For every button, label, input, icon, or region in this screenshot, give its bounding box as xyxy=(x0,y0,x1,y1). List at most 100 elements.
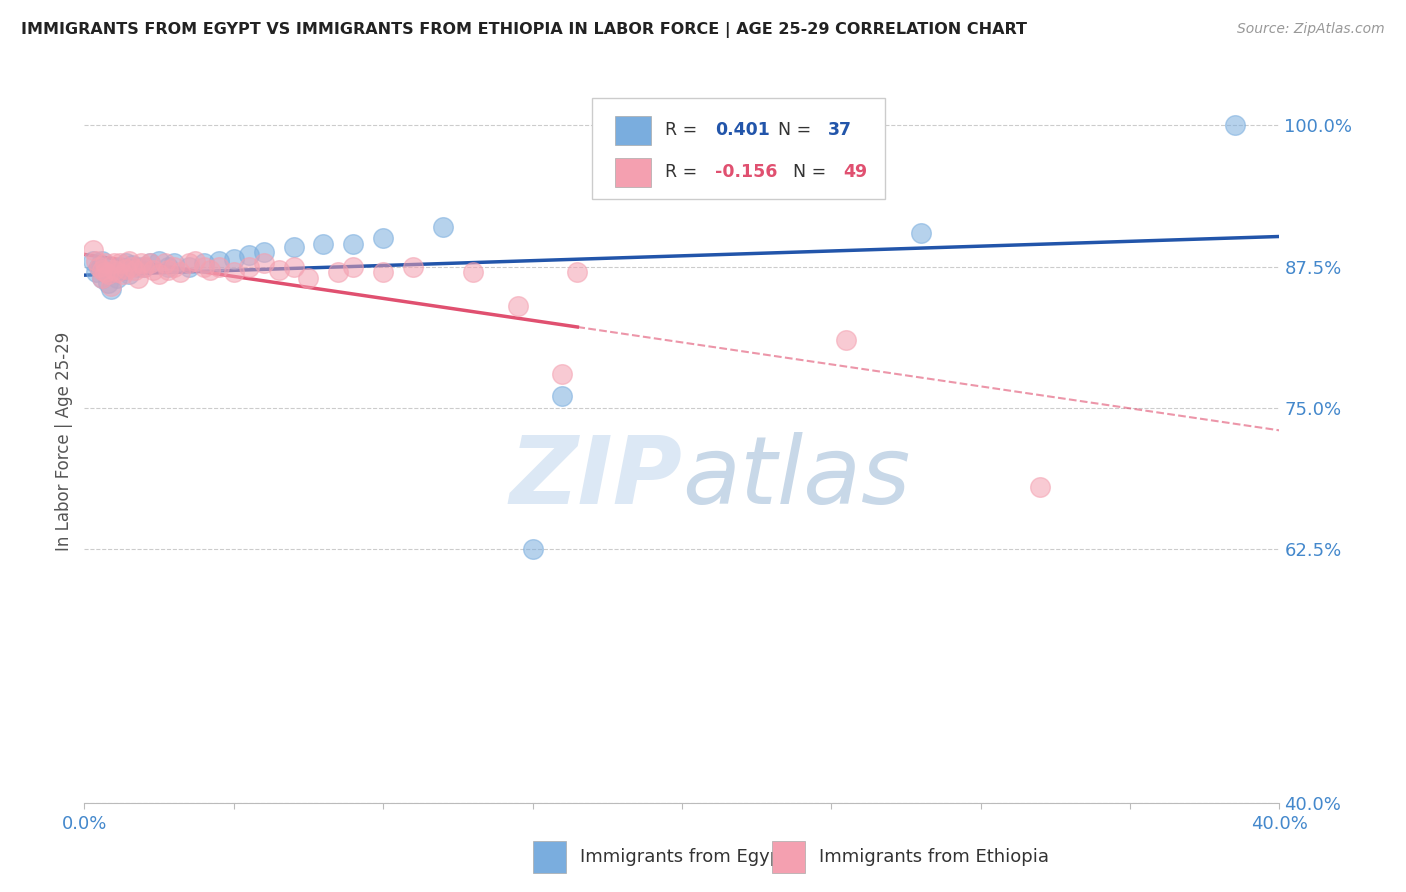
Point xyxy=(551,367,574,381)
Point xyxy=(103,265,125,279)
Point xyxy=(157,260,180,274)
Point xyxy=(115,256,138,270)
Point xyxy=(121,259,143,273)
Point xyxy=(103,256,125,270)
Point xyxy=(94,265,117,279)
Point xyxy=(100,278,122,293)
Point xyxy=(94,256,117,270)
Point xyxy=(121,260,143,274)
Text: 37: 37 xyxy=(828,121,852,139)
Point xyxy=(1029,480,1052,494)
FancyBboxPatch shape xyxy=(592,98,886,200)
Point xyxy=(402,260,425,274)
Point xyxy=(910,226,932,240)
Point xyxy=(100,282,122,296)
Point xyxy=(124,263,146,277)
Point xyxy=(163,260,186,274)
Point xyxy=(342,237,364,252)
Text: -0.156: -0.156 xyxy=(716,163,778,181)
Y-axis label: In Labor Force | Age 25-29: In Labor Force | Age 25-29 xyxy=(55,332,73,551)
Point xyxy=(184,253,207,268)
Point xyxy=(567,265,589,279)
Point xyxy=(153,256,176,270)
Point xyxy=(139,256,162,270)
Point xyxy=(82,243,104,257)
Point xyxy=(91,270,114,285)
Point xyxy=(163,256,186,270)
Text: Source: ZipAtlas.com: Source: ZipAtlas.com xyxy=(1237,22,1385,37)
Point xyxy=(222,265,245,279)
Point xyxy=(105,265,128,279)
Point xyxy=(127,260,149,274)
Point xyxy=(328,265,350,279)
Text: Immigrants from Ethiopia: Immigrants from Ethiopia xyxy=(820,848,1049,866)
Point xyxy=(506,299,529,313)
Point xyxy=(115,261,138,276)
Point xyxy=(177,256,200,270)
Point xyxy=(1223,119,1246,133)
Point xyxy=(112,268,135,282)
Point xyxy=(132,260,156,274)
Point xyxy=(835,333,858,347)
Point xyxy=(97,277,120,291)
Point xyxy=(94,265,117,279)
Point xyxy=(118,253,141,268)
Text: 0.401: 0.401 xyxy=(716,121,770,139)
Point xyxy=(89,260,111,274)
Point xyxy=(142,263,165,277)
Point xyxy=(297,270,319,285)
Point xyxy=(283,260,305,274)
Point xyxy=(432,220,454,235)
Text: N =: N = xyxy=(782,163,832,181)
Point xyxy=(267,263,290,277)
Point xyxy=(208,260,231,274)
Point xyxy=(177,260,200,274)
Point xyxy=(97,268,120,282)
Point xyxy=(148,268,170,282)
Point xyxy=(238,260,260,274)
Point xyxy=(342,260,364,274)
Point xyxy=(127,270,149,285)
Point xyxy=(91,263,114,277)
Point xyxy=(110,260,132,274)
Point xyxy=(551,389,574,403)
Point xyxy=(103,263,125,277)
Point xyxy=(139,256,162,270)
Point xyxy=(91,260,114,274)
Point xyxy=(461,265,484,279)
Point xyxy=(283,240,305,254)
Point xyxy=(112,263,135,277)
Point xyxy=(169,265,191,279)
Point xyxy=(86,265,108,279)
Text: N =: N = xyxy=(766,121,817,139)
Point xyxy=(89,260,111,274)
Point xyxy=(373,231,395,245)
Point xyxy=(129,256,152,270)
FancyBboxPatch shape xyxy=(614,158,651,186)
Point xyxy=(86,253,108,268)
Point xyxy=(157,263,180,277)
Text: IMMIGRANTS FROM EGYPT VS IMMIGRANTS FROM ETHIOPIA IN LABOR FORCE | AGE 25-29 COR: IMMIGRANTS FROM EGYPT VS IMMIGRANTS FROM… xyxy=(21,22,1028,38)
Point xyxy=(82,253,104,268)
Point xyxy=(253,244,276,259)
Point xyxy=(193,260,215,274)
Point xyxy=(193,256,215,270)
Point xyxy=(208,253,231,268)
Point xyxy=(91,253,114,268)
Text: R =: R = xyxy=(665,163,703,181)
Point xyxy=(222,252,245,266)
FancyBboxPatch shape xyxy=(772,841,806,873)
Point xyxy=(253,256,276,270)
Point xyxy=(105,270,128,285)
Point xyxy=(373,265,395,279)
Text: atlas: atlas xyxy=(682,432,910,524)
Text: 49: 49 xyxy=(844,163,868,181)
Point xyxy=(91,270,114,285)
Point xyxy=(522,541,544,556)
Text: R =: R = xyxy=(665,121,703,139)
Point xyxy=(132,260,156,274)
Text: ZIP: ZIP xyxy=(509,432,682,524)
Point xyxy=(148,253,170,268)
FancyBboxPatch shape xyxy=(533,841,567,873)
Point xyxy=(238,248,260,262)
